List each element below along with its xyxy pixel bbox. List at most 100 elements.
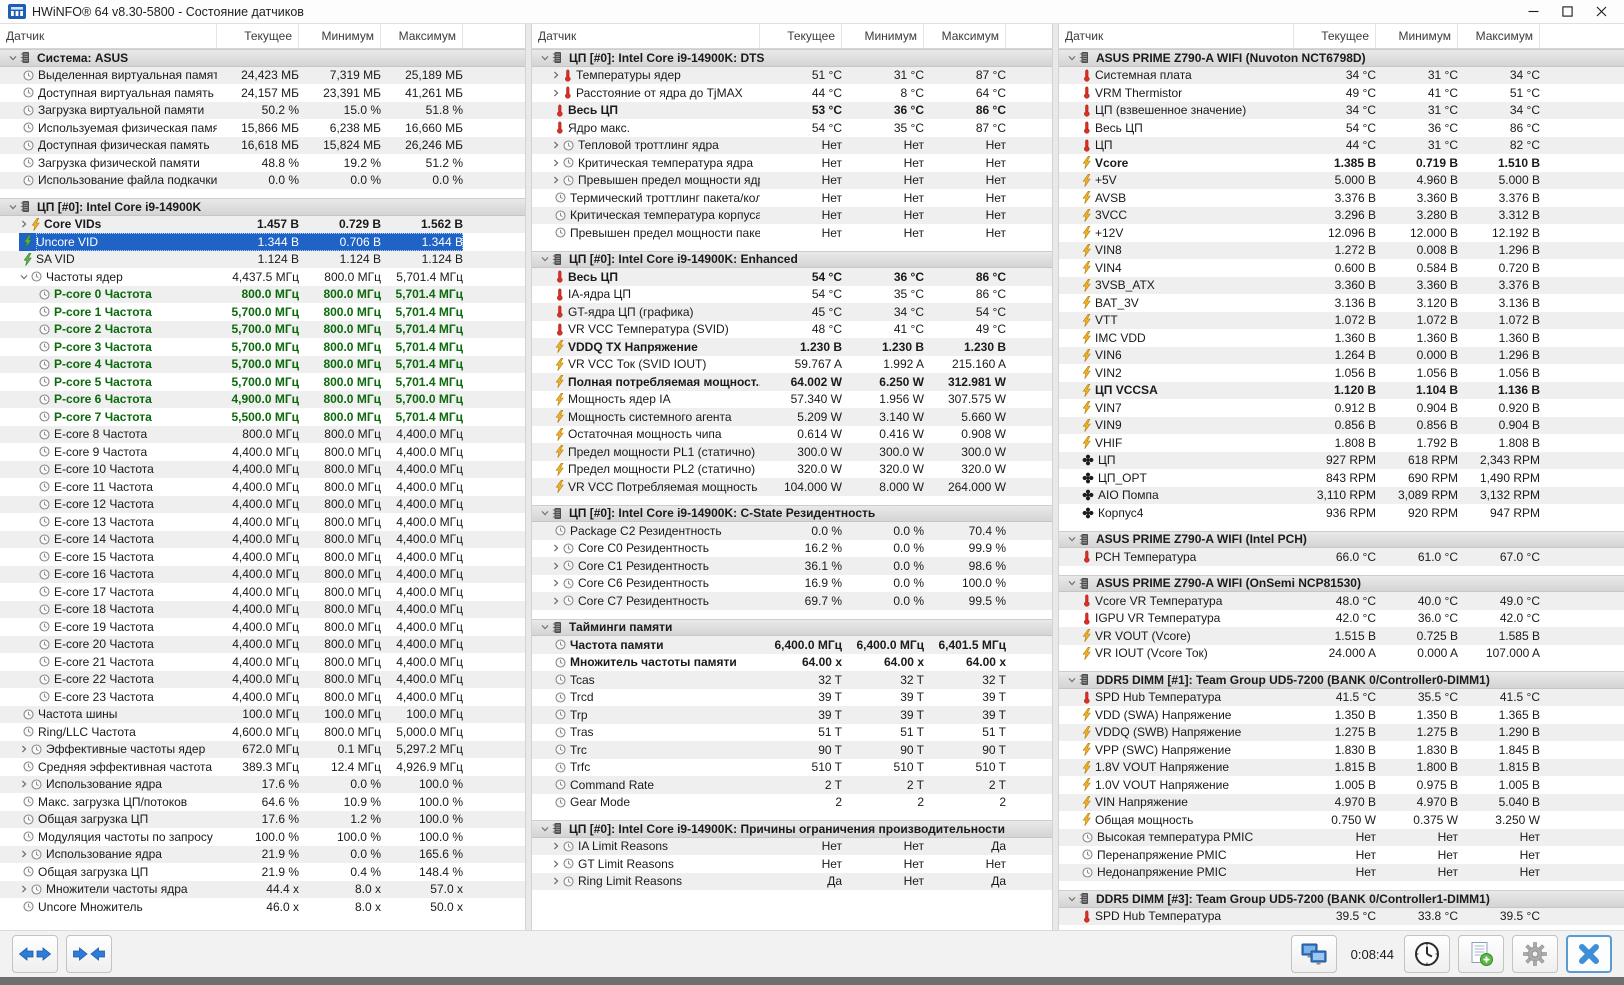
sensor-row[interactable]: Высокая температура PMIC Нет Нет Нет bbox=[1059, 828, 1624, 846]
sensor-row[interactable]: Множители частоты ядра 44.4 x 8.0 x 57.0 x bbox=[0, 880, 525, 898]
chevron-right-icon[interactable] bbox=[549, 859, 563, 869]
sensor-row[interactable]: E-core 9 Частота 4,400.0 МГц 800.0 МГц 4,40… bbox=[0, 443, 525, 461]
sensor-row[interactable]: Перенапряжение PMIC Нет Нет Нет bbox=[1059, 846, 1624, 864]
chevron-down-icon[interactable] bbox=[1065, 675, 1079, 685]
chevron-right-icon[interactable] bbox=[549, 841, 563, 851]
sensor-row[interactable]: E-core 19 Частота 4,400.0 МГц 800.0 МГц 4,4… bbox=[0, 618, 525, 636]
sensor-row[interactable]: 1.8V VOUT Напряжение 1.815 В 1.800 В 1.815 … bbox=[1059, 758, 1624, 776]
sensor-row[interactable]: Превышен предел мощности ядра Нет Нет Нет bbox=[532, 171, 1052, 189]
chevron-down-icon[interactable] bbox=[1065, 578, 1079, 588]
sensor-row[interactable]: AVSB 3.376 В 3.360 В 3.376 В bbox=[1059, 189, 1624, 207]
sensor-row[interactable]: E-core 22 Частота 4,400.0 МГц 800.0 МГц 4,4… bbox=[0, 670, 525, 688]
chevron-down-icon[interactable] bbox=[538, 824, 552, 834]
sensor-row[interactable]: VR VCC Потребляемая мощность (SV... 104.0… bbox=[532, 478, 1052, 496]
sensor-row[interactable]: Полная потребляемая мощност... 64.002 W 6.… bbox=[532, 373, 1052, 391]
sensor-row[interactable]: 3VCC 3.296 В 3.280 В 3.312 В bbox=[1059, 206, 1624, 224]
sensor-row[interactable]: E-core 13 Частота 4,400.0 МГц 800.0 МГц 4,4… bbox=[0, 513, 525, 531]
column-header-minimum[interactable]: Минимум bbox=[1376, 24, 1458, 48]
chevron-right-icon[interactable] bbox=[549, 543, 563, 553]
sensor-row[interactable]: SPD Hub Температура 39.5 °C 33.8 °C 39.5 °C bbox=[1059, 907, 1624, 925]
sensor-row[interactable]: Общая загрузка ЦП 21.9 % 0.4 % 148.4 % bbox=[0, 863, 525, 881]
sensor-row[interactable]: Частота шины 100.0 МГц 100.0 МГц 100.0 МГц bbox=[0, 705, 525, 723]
sensor-row[interactable]: Остаточная мощность чипа 0.614 W 0.416 W 0.… bbox=[532, 426, 1052, 444]
sensor-row[interactable]: Core C6 Резидентность 16.9 % 0.0 % 100.0 % bbox=[532, 575, 1052, 593]
chevron-down-icon[interactable] bbox=[1065, 894, 1079, 904]
chevron-right-icon[interactable] bbox=[17, 744, 31, 754]
sensor-row[interactable]: Command Rate 2 T 2 T 2 T bbox=[532, 776, 1052, 794]
sensor-row[interactable]: ЦП (взвешенное значение) 34 °C 31 °C 34 °C bbox=[1059, 101, 1624, 119]
sensor-row[interactable]: Vcore 1.385 В 0.719 В 1.510 В bbox=[1059, 154, 1624, 172]
sensor-row[interactable]: Общая загрузка ЦП 17.6 % 1.2 % 100.0 % bbox=[0, 810, 525, 828]
sensor-row[interactable]: E-core 20 Частота 4,400.0 МГц 800.0 МГц 4,4… bbox=[0, 635, 525, 653]
sensor-row[interactable]: Средняя эффективная частота 389.3 МГц 12.4… bbox=[0, 758, 525, 776]
chevron-down-icon[interactable] bbox=[6, 53, 20, 63]
sensor-row[interactable]: E-core 12 Частота 4,400.0 МГц 800.0 МГц 4,4… bbox=[0, 495, 525, 513]
sensor-row[interactable]: VR VCC Температура (SVID) 48 °C 41 °C 49 °C bbox=[532, 321, 1052, 339]
sensor-row[interactable]: Core VIDs 1.457 В 0.729 В 1.562 В bbox=[0, 215, 525, 233]
sensor-row[interactable]: Ядро макс. 54 °C 35 °C 87 °C bbox=[532, 119, 1052, 137]
sensor-row[interactable]: Vcore VR Температура 48.0 °C 40.0 °C 49.0 °… bbox=[1059, 592, 1624, 610]
section-header[interactable]: Система: ASUS bbox=[0, 49, 525, 67]
sensor-row[interactable]: VIN6 1.264 В 0.000 В 1.296 В bbox=[1059, 346, 1624, 364]
section-header[interactable]: ЦП [#0]: Intel Core i9-14900K: Enhanced bbox=[532, 250, 1052, 268]
sensor-row[interactable]: P-core 5 Частота 5,700.0 МГц 800.0 МГц 5,70… bbox=[0, 373, 525, 391]
sensor-row[interactable]: Core C7 Резидентность 69.7 % 0.0 % 99.5 % bbox=[532, 592, 1052, 610]
sensor-row[interactable]: E-core 23 Частота 4,400.0 МГц 800.0 МГц 4,4… bbox=[0, 688, 525, 706]
sensor-row[interactable]: Температуры ядер 51 °C 31 °C 87 °C bbox=[532, 66, 1052, 84]
sensor-row[interactable]: VIN8 1.272 В 0.008 В 1.296 В bbox=[1059, 241, 1624, 259]
sensor-row[interactable]: Критическая температура ядра Нет Нет Нет bbox=[532, 154, 1052, 172]
sensor-row[interactable]: VDD (SWA) Напряжение 1.350 В 1.350 В 1.365 … bbox=[1059, 706, 1624, 724]
sensor-row[interactable]: Загрузка физической памяти 48.8 % 19.2 % 51… bbox=[0, 154, 525, 172]
sensor-row[interactable]: E-core 11 Частота 4,400.0 МГц 800.0 МГц 4,4… bbox=[0, 478, 525, 496]
chevron-down-icon[interactable] bbox=[17, 272, 31, 282]
sensor-row[interactable]: Системная плата 34 °C 31 °C 34 °C bbox=[1059, 66, 1624, 84]
sensor-row[interactable]: ЦП 927 RPM 618 RPM 2,343 RPM bbox=[1059, 451, 1624, 469]
collapse-columns-button[interactable] bbox=[66, 935, 112, 973]
chevron-down-icon[interactable] bbox=[538, 622, 552, 632]
chevron-right-icon[interactable] bbox=[549, 175, 563, 185]
sensor-row[interactable]: Package C2 Резидентность 0.0 % 0.0 % 70.4 % bbox=[532, 522, 1052, 540]
sensor-row[interactable]: E-core 10 Частота 4,400.0 МГц 800.0 МГц 4,4… bbox=[0, 460, 525, 478]
sensor-row[interactable]: Модуляция частоты по запросу 100.0 % 100.0… bbox=[0, 828, 525, 846]
chevron-right-icon[interactable] bbox=[549, 70, 563, 80]
sensor-row[interactable]: Gear Mode 2 2 2 bbox=[532, 794, 1052, 812]
sensor-row[interactable]: Загрузка виртуальной памяти 50.2 % 15.0 % 5… bbox=[0, 101, 525, 119]
sensor-row[interactable]: 1.0V VOUT Напряжение 1.005 В 0.975 В 1.005 … bbox=[1059, 776, 1624, 794]
sensor-row[interactable]: Tcas 32 T 32 T 32 T bbox=[532, 671, 1052, 689]
column-header-current[interactable]: Текущее bbox=[217, 24, 299, 48]
report-button[interactable] bbox=[1458, 935, 1504, 973]
sensor-row[interactable]: Эффективные частоты ядер 672.0 МГц 0.1 МГц… bbox=[0, 740, 525, 758]
column-header-maximum[interactable]: Максимум bbox=[381, 24, 463, 48]
sensor-row[interactable]: Термический троттлинг пакета/кол... Нет Не… bbox=[532, 189, 1052, 207]
sensor-row[interactable]: P-core 2 Частота 5,700.0 МГц 800.0 МГц 5,70… bbox=[0, 320, 525, 338]
sensor-row[interactable]: VIN4 0.600 В 0.584 В 0.720 В bbox=[1059, 259, 1624, 277]
sensor-row[interactable]: E-core 16 Частота 4,400.0 МГц 800.0 МГц 4,4… bbox=[0, 565, 525, 583]
chevron-right-icon[interactable] bbox=[549, 88, 563, 98]
sensor-row[interactable]: VDDQ (SWB) Напряжение 1.275 В 1.275 В 1.290… bbox=[1059, 723, 1624, 741]
sensor-row[interactable]: Критическая температура корпуса/... Нет Не… bbox=[532, 206, 1052, 224]
sensor-row[interactable]: Trfc 510 T 510 T 510 T bbox=[532, 759, 1052, 777]
sensor-row[interactable]: VR VCC Ток (SVID IOUT) 59.767 A 1.992 A 215… bbox=[532, 356, 1052, 374]
sensor-row[interactable]: ЦП_OPT 843 RPM 690 RPM 1,490 RPM bbox=[1059, 469, 1624, 487]
sensor-row[interactable]: Предел мощности PL1 (статично) 300.0 W 300… bbox=[532, 443, 1052, 461]
settings-button[interactable] bbox=[1512, 935, 1558, 973]
sensor-row[interactable]: P-core 4 Частота 5,700.0 МГц 800.0 МГц 5,70… bbox=[0, 355, 525, 373]
sensor-row[interactable]: VR VOUT (Vcore) 1.515 В 0.725 В 1.585 В bbox=[1059, 627, 1624, 645]
section-header[interactable]: Тайминги памяти bbox=[532, 618, 1052, 636]
sensor-row[interactable]: E-core 18 Частота 4,400.0 МГц 800.0 МГц 4,4… bbox=[0, 600, 525, 618]
chevron-down-icon[interactable] bbox=[1065, 53, 1079, 63]
sensor-row[interactable]: Тепловой троттлинг ядра Нет Нет Нет bbox=[532, 136, 1052, 154]
chevron-right-icon[interactable] bbox=[549, 561, 563, 571]
sensor-row[interactable]: AIO Помпа 3,110 RPM 3,089 RPM 3,132 RPM bbox=[1059, 486, 1624, 504]
sensor-row[interactable]: VIN Напряжение 4.970 В 4.970 В 5.040 В bbox=[1059, 793, 1624, 811]
chevron-right-icon[interactable] bbox=[549, 158, 563, 168]
sensor-row[interactable]: Использование ядра 17.6 % 0.0 % 100.0 % bbox=[0, 775, 525, 793]
sensor-row[interactable]: E-core 8 Частота 800.0 МГц 800.0 МГц 4,400.… bbox=[0, 425, 525, 443]
sensor-row[interactable]: PCH Температура 66.0 °C 61.0 °C 67.0 °C bbox=[1059, 548, 1624, 566]
chevron-right-icon[interactable] bbox=[549, 140, 563, 150]
sensor-row[interactable]: Множитель частоты памяти 64.00 x 64.00 x 64… bbox=[532, 654, 1052, 672]
chevron-right-icon[interactable] bbox=[17, 219, 31, 229]
sensor-row[interactable]: Весь ЦП 54 °C 36 °C 86 °C bbox=[532, 268, 1052, 286]
section-header[interactable]: ЦП [#0]: Intel Core i9-14900K: C-State Р… bbox=[532, 504, 1052, 522]
chevron-down-icon[interactable] bbox=[538, 508, 552, 518]
